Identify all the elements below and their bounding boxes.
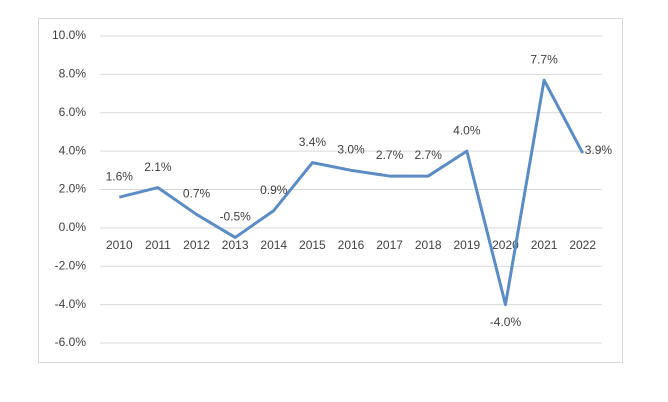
data-label: 7.7% <box>530 52 558 66</box>
y-tick-label: 10.0% <box>52 28 86 42</box>
data-label: 4.0% <box>453 123 481 137</box>
y-tick-label: 0.0% <box>59 220 87 234</box>
data-label: -0.5% <box>219 210 251 224</box>
y-tick-label: 2.0% <box>59 182 87 196</box>
data-label: 2.1% <box>144 160 172 174</box>
y-tick-label: -2.0% <box>55 258 87 272</box>
x-tick-label: 2011 <box>145 238 171 252</box>
data-label: 2.7% <box>376 148 404 162</box>
data-label: 0.7% <box>183 187 211 201</box>
data-label: 0.9% <box>260 183 288 197</box>
y-tick-label: -4.0% <box>55 297 87 311</box>
x-tick-label: 2012 <box>183 238 210 252</box>
x-tick-label: 2019 <box>453 238 480 252</box>
x-tick-label: 2018 <box>415 238 442 252</box>
data-label: 1.6% <box>106 169 134 183</box>
x-tick-label: 2010 <box>106 238 133 252</box>
y-tick-label: 4.0% <box>59 143 87 157</box>
line-series <box>118 78 585 307</box>
x-tick-label: 2014 <box>260 238 287 252</box>
data-label: -4.0% <box>490 315 522 329</box>
x-tick-label: 2022 <box>569 238 596 252</box>
y-tick-label: 6.0% <box>59 105 87 119</box>
chart-frame <box>38 18 623 363</box>
data-label: 2.7% <box>415 148 443 162</box>
x-tick-label: 2020 <box>492 238 519 252</box>
y-tick-label: -6.0% <box>55 335 87 349</box>
x-tick-label: 2015 <box>299 238 326 252</box>
x-tick-label: 2017 <box>376 238 403 252</box>
data-label: 3.0% <box>337 142 365 156</box>
x-tick-label: 2013 <box>222 238 249 252</box>
data-label: 3.9% <box>585 143 613 157</box>
x-tick-label: 2021 <box>531 238 558 252</box>
x-tick-label: 2016 <box>338 238 365 252</box>
y-tick-label: 8.0% <box>59 67 87 81</box>
data-label: 3.4% <box>299 135 327 149</box>
